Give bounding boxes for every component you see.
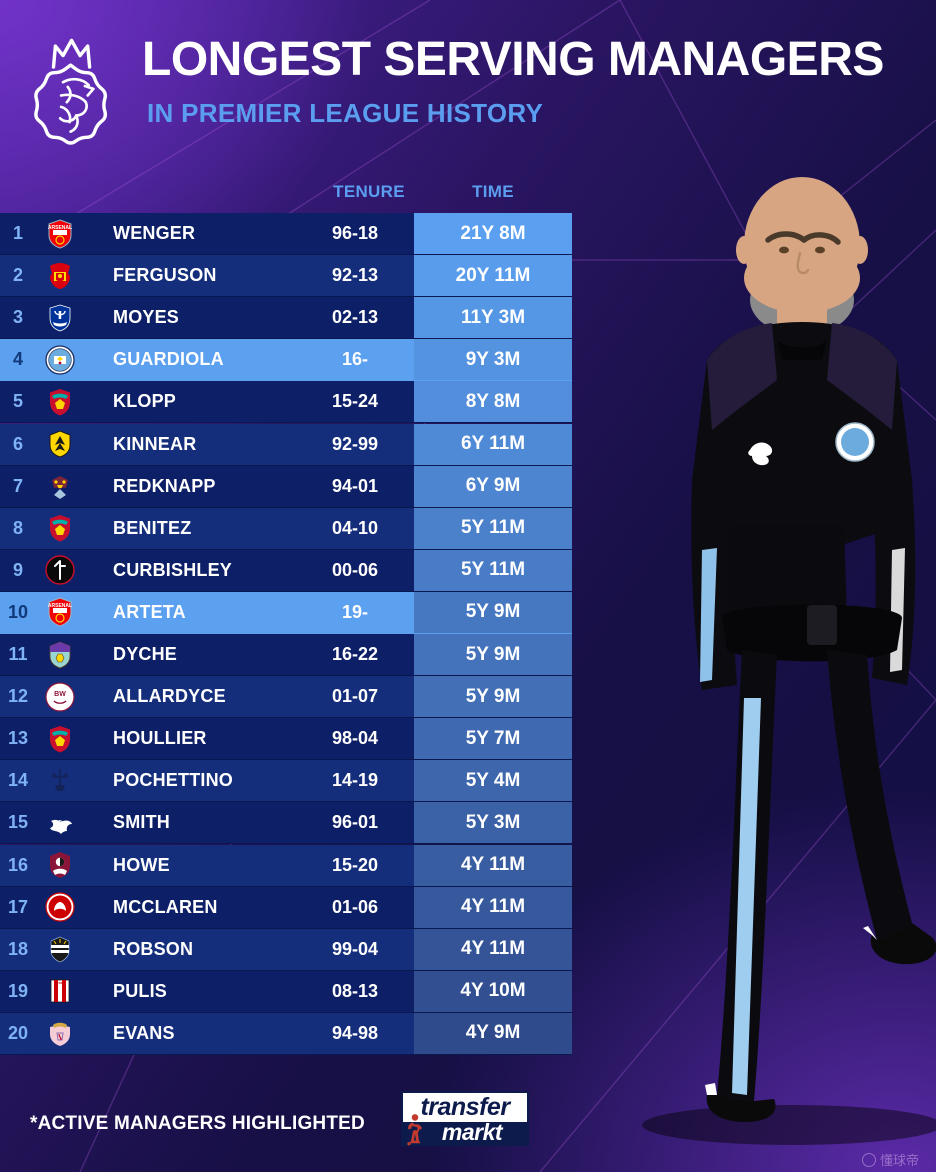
svg-text:ARSENAL: ARSENAL	[48, 225, 72, 231]
svg-text:ARSENAL: ARSENAL	[48, 603, 72, 609]
svg-text:BW: BW	[54, 691, 66, 698]
svg-text:STOKE: STOKE	[55, 981, 65, 985]
